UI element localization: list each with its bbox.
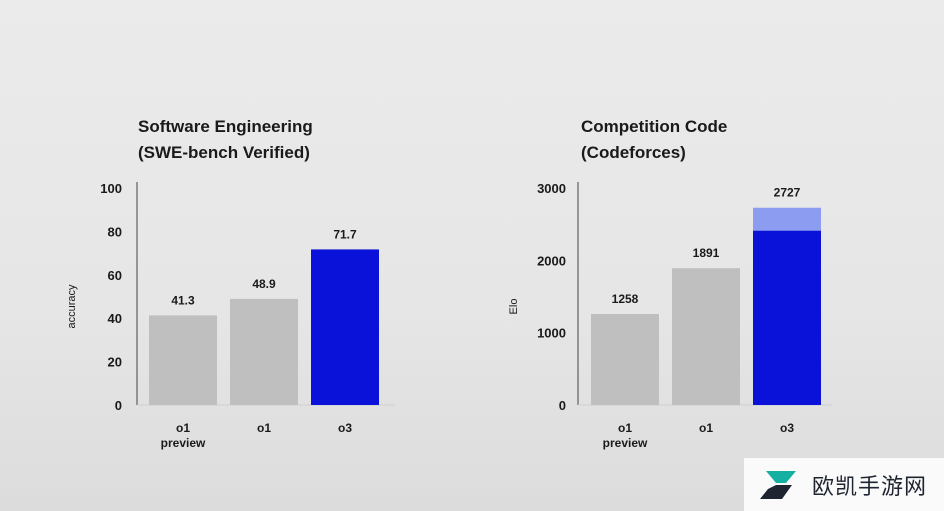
swe-bench-chart: Software Engineering (SWE-bench Verified)… <box>66 117 395 450</box>
codeforces-chart: Competition Code (Codeforces) 0 1000 2000 300… <box>508 117 832 450</box>
x-category-label: o1 <box>176 421 190 435</box>
y-tick-label: 2000 <box>537 253 566 268</box>
bar-o3-upper <box>753 207 821 231</box>
bar-value-label: 2727 <box>774 186 801 200</box>
watermark: 欧凯手游网 <box>744 458 944 511</box>
x-category-label: o1 <box>257 421 271 435</box>
bar-o3 <box>753 230 821 405</box>
y-tick-label: 0 <box>559 398 566 413</box>
y-tick-label: 3000 <box>537 181 566 196</box>
bar-o1 <box>672 268 740 405</box>
x-category-label: o1 <box>618 421 632 435</box>
bar-value-label: 1891 <box>693 246 720 260</box>
bar-value-label: 71.7 <box>333 227 357 241</box>
x-category-label: preview <box>603 436 648 450</box>
x-category-label: o1 <box>699 421 713 435</box>
y-tick-label: 60 <box>108 268 122 283</box>
x-category-label: o3 <box>780 421 794 435</box>
chart-title-line: (SWE-bench Verified) <box>138 143 310 162</box>
bar-o1 <box>230 298 298 405</box>
y-tick-label: 1000 <box>537 326 566 341</box>
watermark-text: 欧凯手游网 <box>812 474 928 500</box>
x-category-label: preview <box>161 436 206 450</box>
bar-o1-preview <box>591 314 659 405</box>
bar-o1-preview <box>149 315 217 405</box>
bar-o3 <box>311 249 379 405</box>
y-tick-label: 100 <box>100 181 122 196</box>
bar-value-label: 41.3 <box>171 293 195 307</box>
watermark-logo-icon <box>760 470 796 499</box>
y-tick-label: 80 <box>108 224 122 239</box>
chart-title-line: (Codeforces) <box>581 143 686 162</box>
y-tick-label: 20 <box>108 355 122 370</box>
bar-value-label: 1258 <box>612 292 639 306</box>
y-axis-title: Elo <box>508 299 520 315</box>
y-tick-label: 0 <box>115 398 122 413</box>
bar-value-label: 48.9 <box>252 277 276 291</box>
x-category-label: o3 <box>338 421 352 435</box>
chart-title-line: Competition Code <box>581 117 727 136</box>
y-axis-title: accuracy <box>66 284 78 329</box>
y-tick-label: 40 <box>108 311 122 326</box>
chart-title-line: Software Engineering <box>138 117 313 136</box>
